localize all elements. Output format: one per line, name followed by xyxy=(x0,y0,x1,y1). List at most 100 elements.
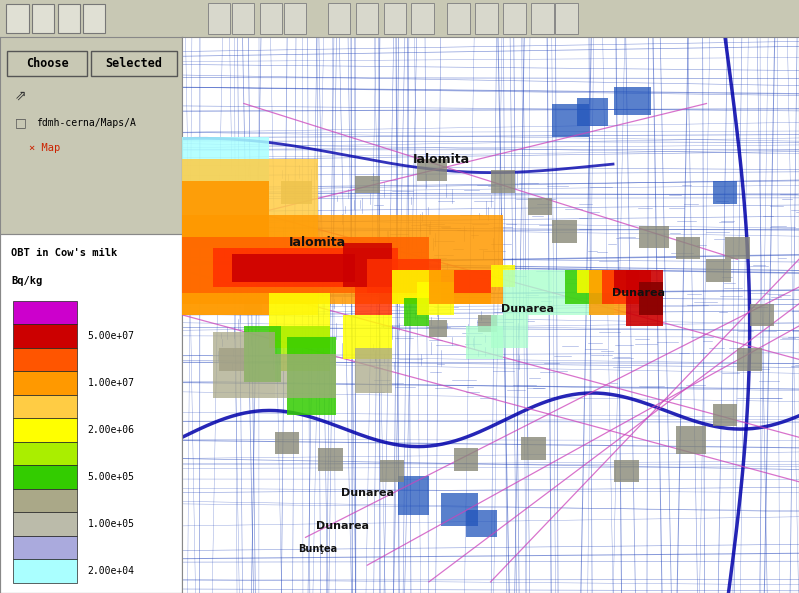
Bar xyxy=(281,326,330,371)
Bar xyxy=(527,198,552,215)
Text: Bunţea: Bunţea xyxy=(298,544,337,553)
Bar xyxy=(552,221,577,243)
Bar xyxy=(13,512,77,536)
Bar xyxy=(6,4,29,33)
Bar xyxy=(13,419,77,442)
Bar xyxy=(7,50,87,76)
Bar xyxy=(713,404,737,426)
Bar xyxy=(676,237,700,259)
Bar xyxy=(343,243,392,287)
Bar xyxy=(13,324,77,348)
Text: Choose: Choose xyxy=(26,57,69,70)
Bar xyxy=(706,259,731,282)
Bar xyxy=(260,3,282,34)
Bar xyxy=(13,371,77,395)
Bar xyxy=(182,159,318,315)
Bar xyxy=(91,50,177,76)
Bar xyxy=(555,3,578,34)
Bar xyxy=(244,326,281,382)
Bar xyxy=(182,237,429,292)
Bar xyxy=(13,442,77,466)
Bar xyxy=(0,234,182,593)
Bar xyxy=(13,559,77,583)
Text: Bq/kg: Bq/kg xyxy=(11,276,42,286)
Text: □: □ xyxy=(14,116,26,129)
Bar xyxy=(577,98,608,126)
Text: ⨯ Map: ⨯ Map xyxy=(29,143,61,153)
Bar xyxy=(713,181,737,203)
Text: 1.00e+07: 1.00e+07 xyxy=(87,378,134,388)
Bar xyxy=(355,348,392,393)
Bar xyxy=(32,4,54,33)
Text: Selected: Selected xyxy=(105,57,162,70)
Bar xyxy=(614,270,651,292)
Bar xyxy=(404,298,429,326)
Text: 1.00e+05: 1.00e+05 xyxy=(87,519,134,529)
Bar xyxy=(182,181,268,315)
Bar xyxy=(13,348,77,371)
Bar xyxy=(355,270,392,315)
Bar xyxy=(475,3,498,34)
Bar xyxy=(58,4,80,33)
Bar xyxy=(275,432,300,454)
Bar xyxy=(503,270,552,315)
Text: 2.00e+04: 2.00e+04 xyxy=(87,566,134,576)
Bar xyxy=(411,3,434,34)
Bar xyxy=(13,466,77,489)
Bar xyxy=(725,237,749,259)
Bar xyxy=(208,3,230,34)
Bar xyxy=(454,448,479,471)
Bar xyxy=(552,270,614,315)
Bar xyxy=(268,292,330,348)
Bar xyxy=(244,298,262,315)
Bar xyxy=(416,159,447,181)
Bar xyxy=(213,248,398,287)
Bar xyxy=(491,315,527,348)
Text: Ialomita: Ialomita xyxy=(412,152,470,165)
Bar xyxy=(565,270,614,304)
Text: Dunarea: Dunarea xyxy=(316,521,369,531)
Bar xyxy=(380,460,404,482)
Bar xyxy=(602,270,638,304)
Bar xyxy=(590,270,626,315)
Bar xyxy=(552,104,590,137)
Bar xyxy=(491,170,515,193)
Bar xyxy=(13,536,77,559)
Bar xyxy=(182,215,503,304)
Bar xyxy=(737,348,762,371)
Bar xyxy=(479,315,497,331)
Bar xyxy=(219,348,244,371)
Bar xyxy=(318,448,343,471)
Text: Dunarea: Dunarea xyxy=(340,488,394,498)
Bar xyxy=(638,226,670,248)
Bar xyxy=(454,270,491,292)
Bar xyxy=(522,437,546,460)
Bar xyxy=(13,489,77,512)
Bar xyxy=(614,460,638,482)
Bar xyxy=(384,3,406,34)
Bar xyxy=(503,3,526,34)
Text: OBT in Cow's milk: OBT in Cow's milk xyxy=(11,248,117,258)
Text: 5.00e+07: 5.00e+07 xyxy=(87,331,134,341)
Text: fdmh-cerna/Maps/A: fdmh-cerna/Maps/A xyxy=(37,118,137,128)
Bar xyxy=(232,254,355,282)
Bar xyxy=(429,320,447,337)
Bar xyxy=(284,3,306,34)
Bar xyxy=(429,270,491,304)
Bar xyxy=(232,198,256,215)
Bar xyxy=(287,337,336,415)
Bar xyxy=(614,87,651,114)
Bar xyxy=(232,3,254,34)
Bar xyxy=(13,301,77,324)
Bar xyxy=(356,3,378,34)
Bar xyxy=(531,3,554,34)
Bar xyxy=(392,270,441,304)
Bar xyxy=(491,265,515,287)
Text: Dunarea: Dunarea xyxy=(612,288,665,298)
Bar xyxy=(355,176,380,193)
Bar xyxy=(275,354,336,398)
Bar xyxy=(398,476,429,515)
Bar xyxy=(466,509,497,537)
Bar xyxy=(182,137,268,248)
Bar xyxy=(343,315,392,359)
